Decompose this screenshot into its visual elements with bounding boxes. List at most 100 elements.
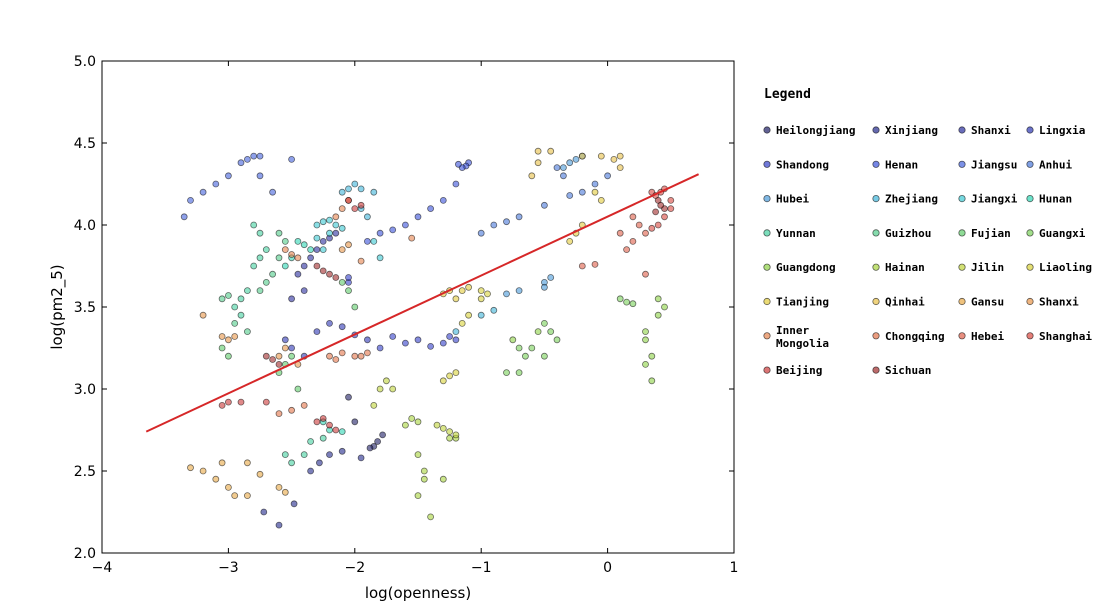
data-point (224, 352, 232, 360)
data-point (648, 377, 656, 385)
data-point (218, 333, 226, 340)
legend-marker (958, 332, 966, 340)
data-point (256, 229, 264, 237)
data-point (357, 201, 365, 209)
data-point (366, 444, 374, 452)
data-point (315, 459, 323, 467)
data-point (610, 155, 618, 163)
data-point (541, 283, 548, 291)
data-point (414, 418, 422, 426)
legend-label: Hebei (971, 330, 1004, 343)
data-point (332, 274, 340, 281)
data-point (224, 172, 232, 180)
data-point (275, 483, 283, 491)
legend-label: Shanghai (1039, 330, 1092, 343)
data-point (541, 201, 548, 209)
x-tick-label: −2 (344, 560, 365, 576)
data-point (300, 287, 308, 295)
data-point (212, 180, 220, 188)
data-point (541, 352, 548, 360)
legend-label: Guangxi (1039, 227, 1086, 240)
data-point (243, 459, 251, 467)
legend-label: Jiangxi (971, 193, 1018, 206)
data-point (269, 270, 277, 278)
legend-label: Fujian (971, 227, 1011, 240)
legend-label: Inner (776, 324, 809, 337)
legend-label: Guangdong (776, 261, 836, 274)
data-point (300, 241, 308, 249)
data-point (218, 401, 226, 409)
data-point (243, 155, 251, 163)
data-point (326, 229, 333, 237)
legend-label: Zhejiang (885, 193, 938, 206)
data-point (439, 475, 447, 483)
legend-marker (872, 229, 880, 237)
data-point (452, 431, 460, 439)
data-point (458, 287, 466, 295)
data-point (275, 352, 283, 360)
data-point (534, 147, 542, 155)
data-point (591, 188, 599, 196)
data-point (477, 229, 485, 237)
data-point (319, 267, 327, 275)
data-point (224, 292, 232, 299)
data-point (288, 155, 296, 163)
data-point (616, 295, 624, 303)
data-point (515, 287, 523, 295)
data-point (490, 221, 498, 229)
data-point (452, 336, 460, 344)
data-point (414, 336, 422, 344)
data-point (357, 352, 365, 360)
data-point (553, 164, 561, 172)
data-point (446, 372, 454, 380)
data-point (288, 295, 296, 303)
data-point (427, 205, 435, 213)
data-point (515, 369, 523, 377)
data-point (363, 336, 371, 344)
data-point (420, 467, 428, 475)
data-point (657, 201, 665, 209)
legend-label: Lingxia (1039, 124, 1085, 137)
data-point (288, 344, 296, 352)
legend-label: Yunnan (776, 227, 816, 240)
data-point (281, 488, 289, 496)
data-point (465, 311, 473, 319)
y-tick-label: 2.0 (74, 546, 96, 562)
data-point (338, 278, 346, 286)
y-tick-label: 4.0 (74, 218, 96, 234)
data-point (231, 303, 239, 311)
data-point (515, 344, 523, 352)
legend-marker (1026, 160, 1034, 168)
data-point (218, 295, 226, 303)
data-point (376, 344, 384, 352)
data-point (351, 303, 359, 311)
data-point (294, 254, 302, 262)
legend-marker (763, 195, 771, 203)
data-point (578, 262, 586, 270)
data-point (534, 328, 542, 336)
data-point (642, 229, 649, 237)
data-point (578, 152, 586, 160)
data-point (294, 270, 302, 278)
data-point (313, 262, 321, 270)
data-point (503, 218, 510, 226)
legend-marker (1026, 126, 1034, 134)
data-point (345, 185, 352, 193)
legend-label: Mongolia (776, 337, 829, 350)
data-point (477, 287, 485, 295)
data-point (446, 434, 454, 442)
data-point (452, 180, 460, 188)
legend-label: Chongqing (885, 330, 945, 343)
data-point (256, 172, 264, 180)
data-point (307, 246, 315, 254)
data-point (357, 257, 365, 265)
legend-marker (763, 229, 771, 237)
x-tick-label: −3 (218, 560, 239, 576)
data-point (260, 508, 268, 516)
data-point (374, 438, 382, 445)
legend-label: Xinjiang (885, 124, 938, 137)
data-point (332, 229, 340, 237)
data-point (243, 492, 251, 500)
y-tick-label: 3.5 (74, 300, 96, 316)
